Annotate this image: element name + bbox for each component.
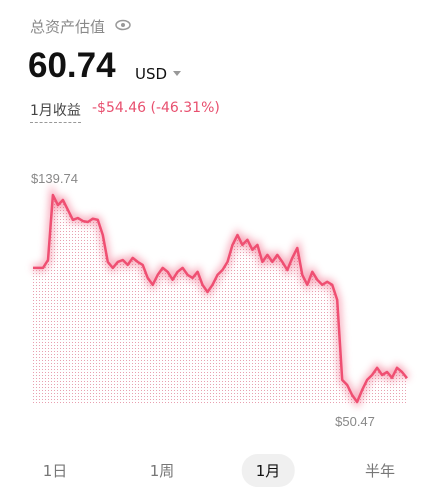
- pnl-period: 1月收益: [30, 100, 81, 123]
- range-tab[interactable]: 1周: [149, 462, 175, 480]
- title: 总资产估值: [30, 18, 106, 36]
- min-label: $50.47: [335, 414, 375, 429]
- range-tab[interactable]: 半年: [364, 462, 396, 480]
- area-fill: [33, 195, 407, 405]
- tab-bar: 1日 1周 1月 半年: [0, 452, 441, 492]
- line: [33, 193, 408, 404]
- dropdown-caret[interactable]: [172, 70, 182, 77]
- balance: 60.74: [28, 46, 116, 85]
- currency[interactable]: USD: [135, 65, 168, 83]
- max-label: $139.74: [31, 171, 78, 186]
- chart: $139.74 $50.47: [31, 171, 410, 429]
- pnl-change: -$54.46 (-46.31%): [92, 100, 220, 116]
- eye-icon[interactable]: [114, 18, 132, 32]
- range-tab[interactable]: 1月: [241, 454, 295, 487]
- range-tab[interactable]: 1日: [42, 462, 68, 480]
